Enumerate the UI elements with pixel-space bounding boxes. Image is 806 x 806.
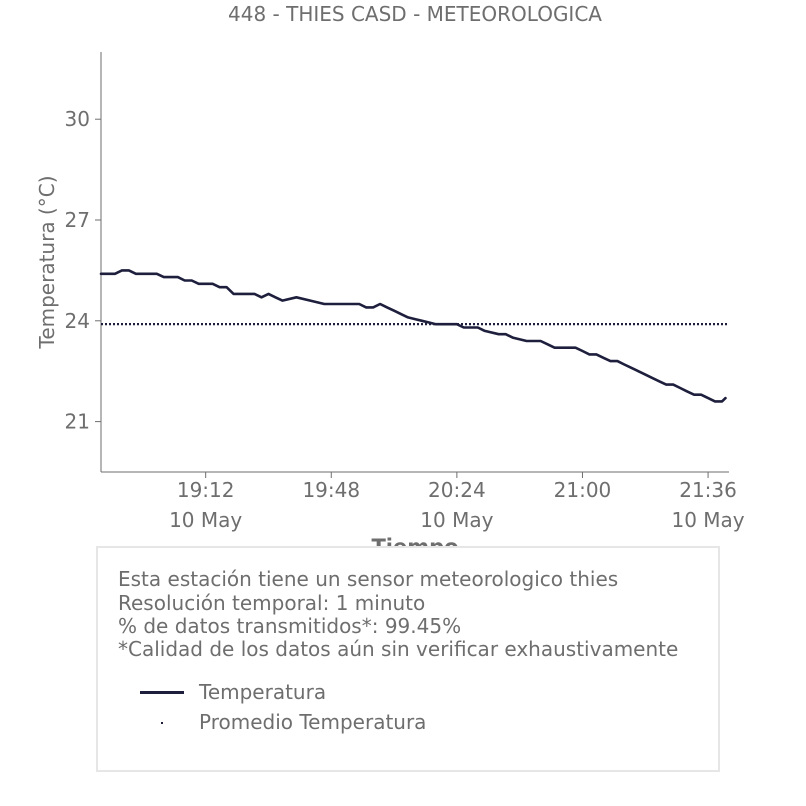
x-tick-label: 19:12 <box>177 478 235 502</box>
y-tick-label: 30 <box>65 107 90 131</box>
info-line-sensor: Esta estación tiene un sensor meteorolog… <box>118 567 619 591</box>
legend-dot-swatch <box>161 722 163 724</box>
x-tick-label: 19:48 <box>302 478 360 502</box>
y-tick-label: 27 <box>65 208 90 232</box>
x-tick-date-label: 10 May <box>671 508 744 532</box>
y-tick-label: 21 <box>65 410 90 434</box>
info-line-transmitted: % de datos transmitidos*: 99.45% <box>118 614 462 638</box>
x-tick-date-label: 10 May <box>420 508 493 532</box>
info-panel: Esta estación tiene un sensor meteorolog… <box>96 546 720 772</box>
temperature-series-line <box>99 269 727 403</box>
legend-label-promedio: Promedio Temperatura <box>199 710 427 734</box>
legend-label-temperatura: Temperatura <box>199 680 327 704</box>
x-tick-label: 21:36 <box>679 478 737 502</box>
y-tick-label: 24 <box>65 309 90 333</box>
y-axis-title: Temperatura (°C) <box>35 175 59 349</box>
ticks: 21 24 27 30 19:12 10 May 19:48 20:24 10 May 21:00… <box>65 107 745 532</box>
line-chart: 21 24 27 30 19:12 10 May 19:48 20:24 10 May 21:00… <box>35 52 745 559</box>
chart-title: 448 - THIES CASD - METEOROLOGICA <box>228 2 602 26</box>
info-line-quality: *Calidad de los datos aún sin verificar … <box>118 637 679 661</box>
legend-line-swatch <box>140 691 184 694</box>
series-layer <box>99 269 729 403</box>
x-tick-date-label: 10 May <box>169 508 242 532</box>
info-line-resolution: Resolución temporal: 1 minuto <box>118 591 426 615</box>
x-tick-label: 21:00 <box>554 478 612 502</box>
x-tick-label: 20:24 <box>428 478 486 502</box>
axes <box>100 52 729 473</box>
